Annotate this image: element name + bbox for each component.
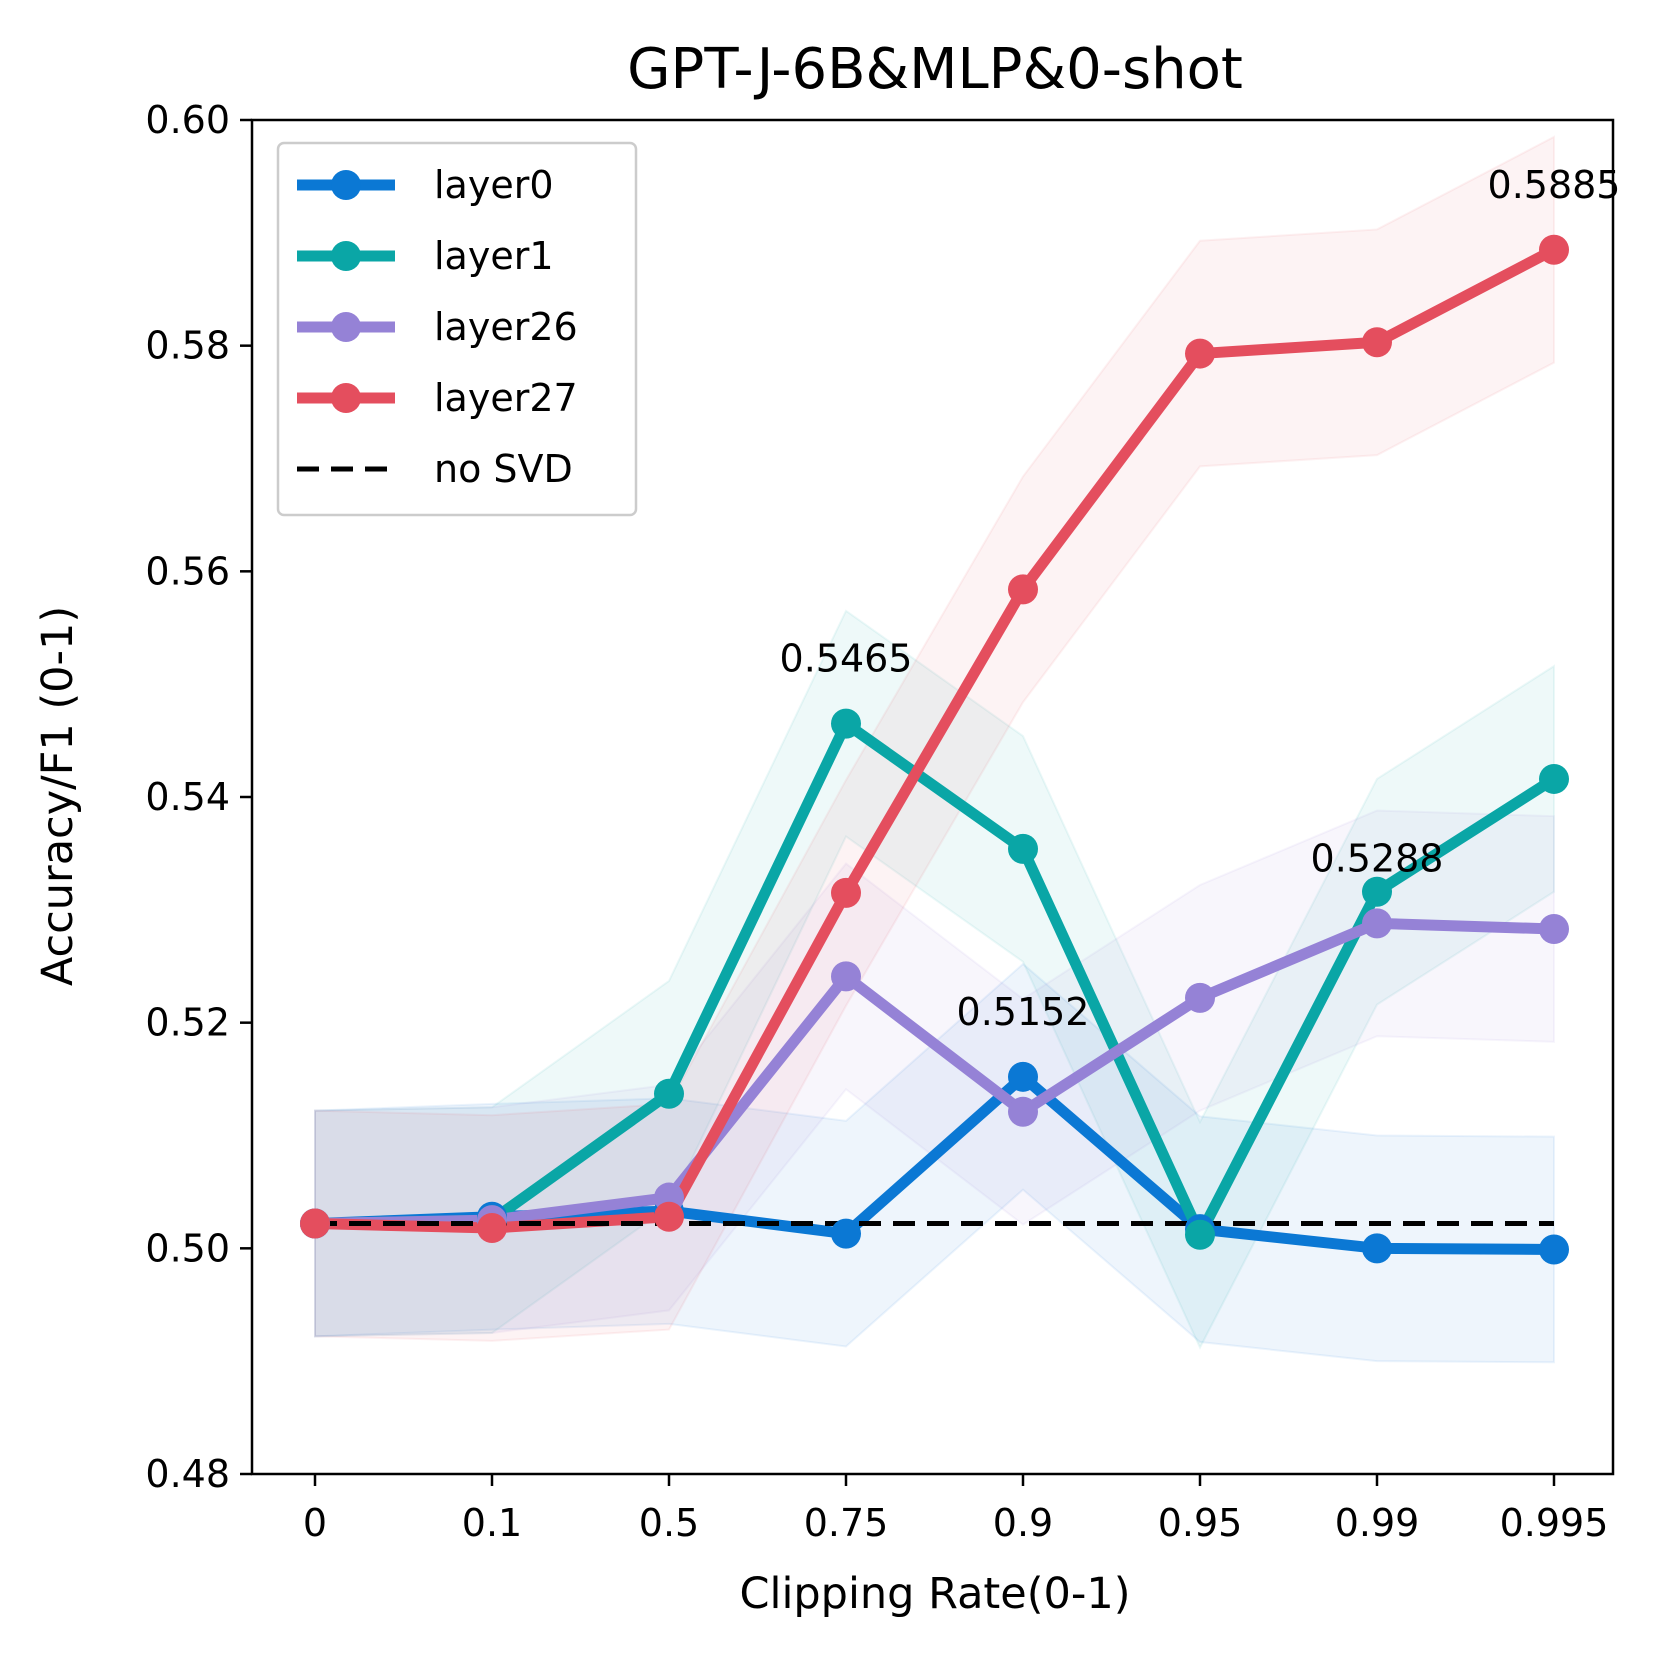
legend-label: layer1: [434, 234, 554, 278]
series-line-layer1: [309, 718, 1560, 1241]
marker-layer26: [1008, 1096, 1038, 1127]
legend-marker-layer0: [331, 170, 361, 200]
x-tick-label: 0.75: [804, 1501, 889, 1545]
y-tick-label: 0.48: [145, 1452, 230, 1496]
x-tick-label: 0.9: [993, 1501, 1053, 1545]
marker-layer1: [1185, 1219, 1215, 1250]
marker-layer27: [1185, 338, 1215, 369]
marker-layer1: [1362, 876, 1392, 907]
x-tick-label: 0.5: [639, 1501, 699, 1545]
series-line-layer26: [309, 917, 1560, 1230]
series-markers: [300, 234, 1569, 1265]
marker-layer26: [1362, 908, 1392, 939]
legend-label: layer27: [434, 376, 578, 420]
marker-layer27: [654, 1201, 684, 1232]
marker-layer0: [1539, 1234, 1569, 1265]
y-tick-label: 0.56: [145, 549, 230, 593]
y-axis-label: Accuracy/F1 (0-1): [33, 606, 83, 986]
marker-layer27: [477, 1213, 507, 1244]
x-axis: 0 0.1 0.5 0.75 0.9 0.95 0.99 0.995: [303, 1474, 1608, 1545]
series-lines: [309, 244, 1560, 1255]
marker-layer27: [1362, 327, 1392, 358]
marker-layer26: [1185, 982, 1215, 1013]
marker-layer27: [1539, 234, 1569, 265]
legend: layer0 layer1 layer26 layer27 no SVD: [276, 141, 638, 517]
legend-box: [276, 141, 638, 517]
marker-layer26: [1539, 914, 1569, 945]
x-tick-label: 0.99: [1335, 1501, 1420, 1545]
x-tick-label: 0.95: [1158, 1501, 1243, 1545]
band-layer0: [314, 962, 1555, 1364]
legend-marker-layer27: [331, 383, 361, 413]
marker-layer0: [831, 1218, 861, 1249]
y-tick-label: 0.60: [145, 98, 230, 142]
band-layer1: [314, 609, 1555, 1350]
data-label: 0.5288: [1311, 836, 1444, 880]
legend-label: layer0: [434, 163, 554, 207]
marker-layer27: [300, 1208, 330, 1239]
marker-layer0: [1008, 1061, 1038, 1092]
data-label: 0.5152: [957, 990, 1090, 1034]
marker-layer1: [1008, 833, 1038, 864]
legend-marker-layer1: [331, 241, 361, 271]
chart-title: GPT-J-6B&MLP&0-shot: [627, 37, 1243, 102]
y-tick-label: 0.58: [145, 324, 230, 368]
marker-layer27: [1008, 574, 1038, 605]
marker-layer0: [1362, 1233, 1392, 1264]
data-label: 0.5885: [1488, 163, 1621, 207]
y-tick-label: 0.52: [145, 1001, 230, 1045]
x-tick-label: 0.995: [1500, 1501, 1609, 1545]
y-tick-label: 0.50: [145, 1226, 230, 1270]
marker-layer1: [831, 708, 861, 739]
data-label: 0.5465: [780, 637, 913, 681]
x-tick-label: 0: [303, 1501, 327, 1545]
y-tick-label: 0.54: [145, 775, 230, 819]
x-axis-label: Clipping Rate(0-1): [739, 1569, 1130, 1619]
marker-layer1: [1539, 763, 1569, 794]
marker-layer1: [654, 1078, 684, 1109]
legend-label: layer26: [434, 305, 578, 349]
annotations: 0.5465 0.5152 0.5288 0.5885: [780, 163, 1621, 1034]
marker-layer27: [831, 877, 861, 908]
x-tick-label: 0.1: [462, 1501, 522, 1545]
marker-layer26: [831, 961, 861, 992]
y-axis: 0.48 0.50 0.52 0.54 0.56 0.58 0.60: [145, 98, 252, 1496]
series-line-layer27: [309, 244, 1560, 1234]
legend-label: no SVD: [434, 447, 573, 491]
legend-marker-layer26: [331, 312, 361, 342]
